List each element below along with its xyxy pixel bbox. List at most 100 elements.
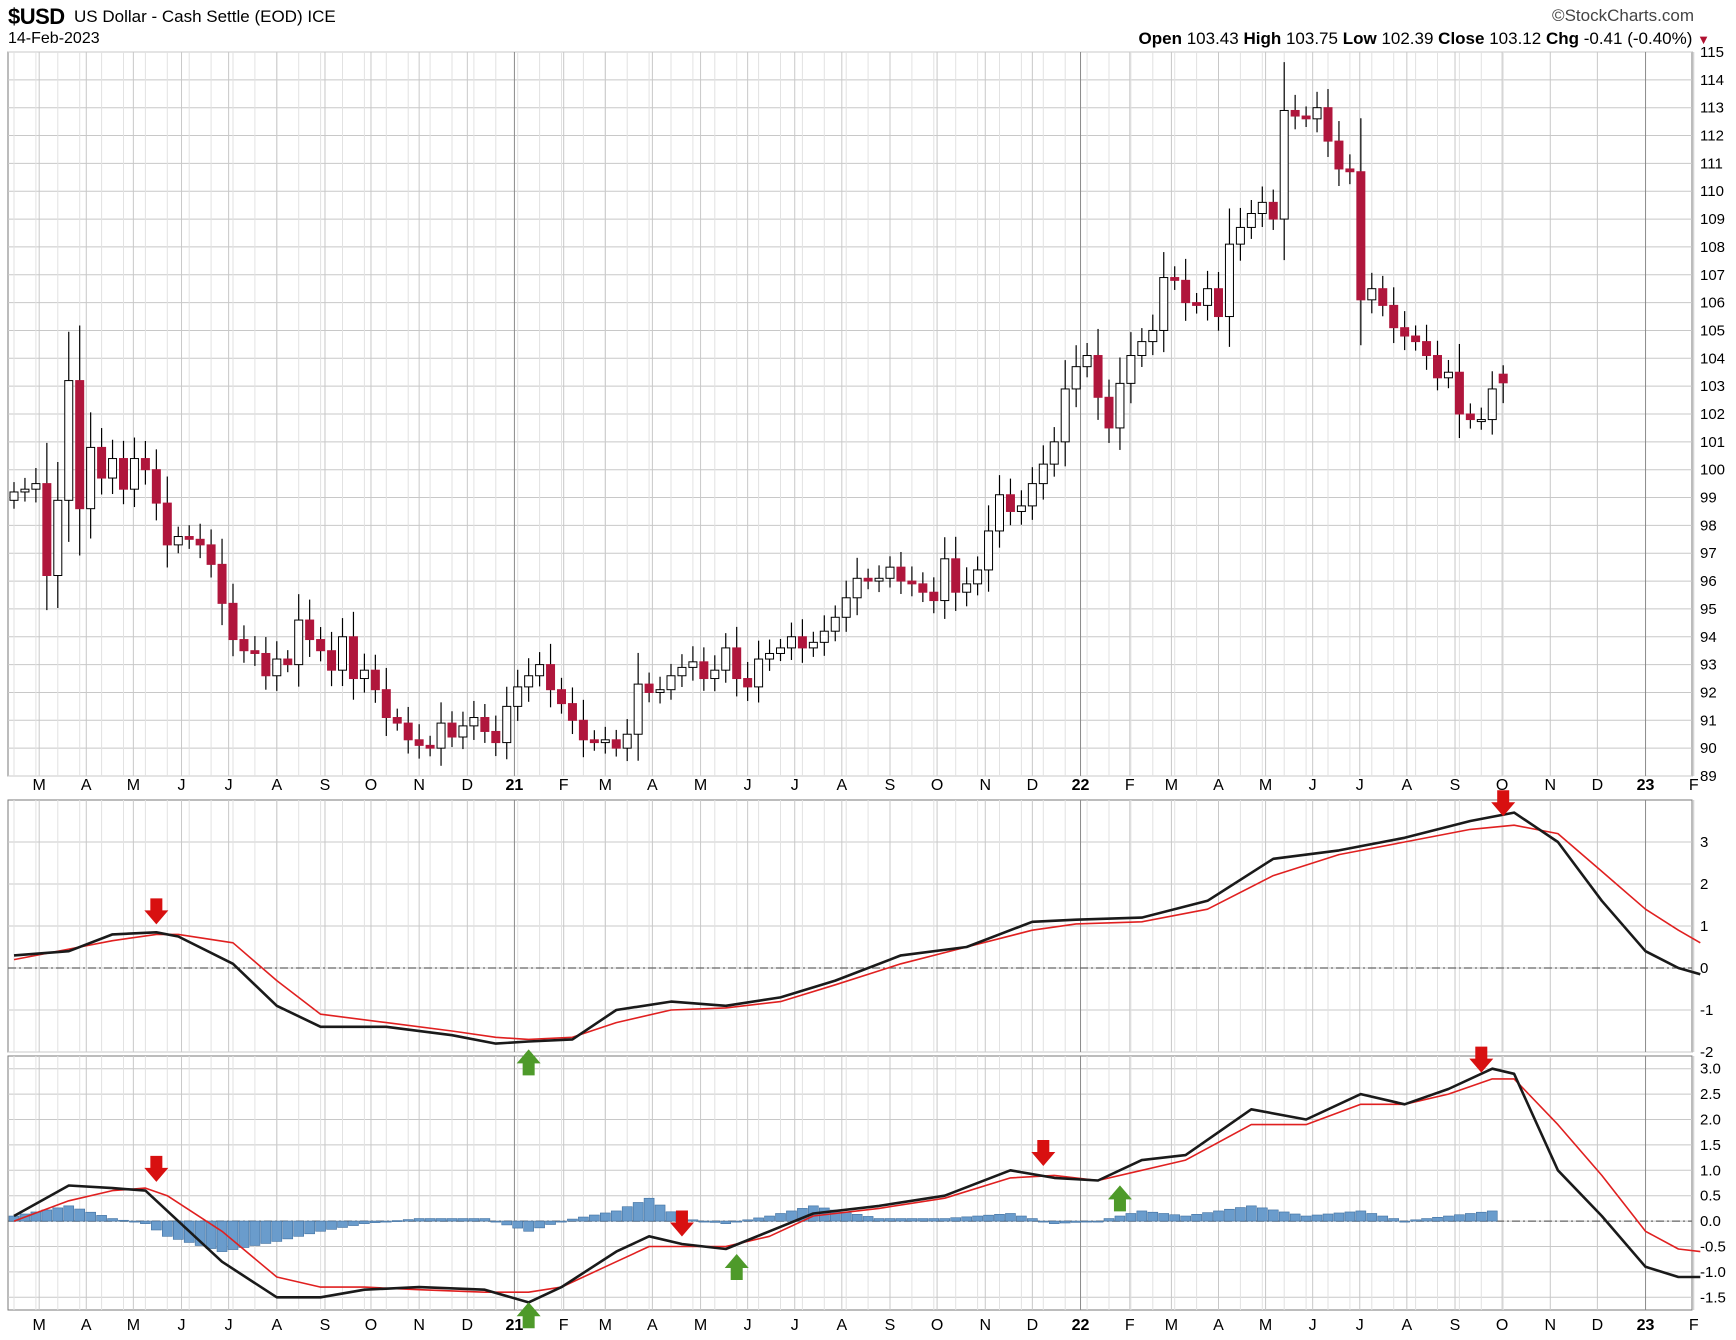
y-tick-label: 93: [1700, 657, 1717, 674]
histogram-bar: [1388, 1218, 1399, 1222]
x-tick-label: S: [1450, 777, 1461, 794]
y-tick-label: 94: [1700, 629, 1717, 646]
candle: [250, 636, 260, 666]
candle-body: [1301, 115, 1311, 120]
histogram-bar: [293, 1220, 305, 1237]
x-tick-label: F: [559, 777, 569, 794]
y-tick-label: 105: [1700, 322, 1725, 339]
histogram-bar: [556, 1220, 567, 1223]
candle: [1312, 91, 1322, 133]
histogram-bar: [1081, 1220, 1093, 1223]
histogram-bar: [96, 1215, 107, 1222]
sell-arrow-icon: [1491, 790, 1516, 817]
candle: [338, 618, 347, 687]
buy-arrow-icon: [1107, 1185, 1132, 1212]
candle-body: [688, 661, 698, 668]
candle: [557, 677, 566, 714]
x-tick-label: A: [836, 777, 847, 794]
histogram-bar: [1147, 1211, 1159, 1222]
high-label: High: [1243, 29, 1282, 48]
candle: [1060, 360, 1070, 467]
x-tick-label: J: [791, 1317, 799, 1334]
histogram-bar: [1355, 1210, 1367, 1222]
x-tick-label: J: [225, 777, 233, 794]
y-tick-label: 0.5: [1700, 1188, 1721, 1205]
candle-body: [546, 664, 556, 691]
candle: [1082, 342, 1092, 378]
candle: [20, 477, 30, 502]
candle-body: [786, 636, 796, 649]
candle: [524, 658, 534, 702]
x-tick-label: F: [1125, 777, 1135, 794]
histogram-bar: [348, 1220, 359, 1226]
brand-link[interactable]: ©StockCharts.com: [1552, 6, 1694, 25]
candle: [316, 627, 326, 662]
candle-body: [1060, 388, 1070, 443]
histogram-bar: [950, 1217, 962, 1222]
candle: [403, 706, 413, 754]
y-tick-label: -1.5: [1700, 1289, 1726, 1306]
candle: [776, 638, 785, 662]
candle-body: [633, 683, 643, 735]
x-tick-label: F: [1689, 777, 1699, 794]
histogram-bar: [1048, 1220, 1060, 1224]
candle: [1170, 266, 1180, 290]
candle: [611, 729, 621, 757]
histogram-bar: [928, 1218, 940, 1222]
y-tick-label: 112: [1700, 128, 1724, 145]
histogram-bar: [205, 1220, 217, 1249]
x-tick-label: 22: [1072, 777, 1090, 794]
x-tick-label: M: [33, 777, 46, 794]
candle: [1104, 379, 1114, 443]
candle: [108, 439, 118, 495]
candle: [1049, 427, 1059, 477]
candle: [1279, 62, 1289, 261]
candle-body: [348, 636, 358, 680]
sell-arrow-icon: [1031, 1140, 1056, 1167]
candle: [973, 556, 983, 596]
candle-body: [1378, 288, 1388, 306]
signal-line: [13, 1078, 1701, 1293]
candle: [863, 568, 873, 590]
candle: [1192, 293, 1202, 314]
histogram-bar: [74, 1208, 85, 1222]
y-tick-label: 92: [1700, 684, 1717, 701]
candle-body: [721, 647, 731, 671]
candle: [1301, 106, 1311, 127]
candle-body: [797, 636, 807, 649]
candle-body: [1159, 277, 1169, 331]
y-tick-label: 109: [1700, 211, 1725, 228]
candle-body: [119, 458, 128, 490]
x-tick-label: A: [271, 777, 282, 794]
candle: [491, 715, 501, 757]
y-tick-label: 1: [1700, 918, 1708, 935]
y-tick-label: 115: [1700, 44, 1724, 61]
y-tick-label: 100: [1700, 462, 1725, 479]
candle: [677, 654, 687, 687]
y-tick-label: 101: [1700, 434, 1725, 451]
candle: [414, 724, 424, 759]
low-value: 102.39: [1381, 29, 1434, 48]
candle-body: [42, 483, 52, 577]
candle: [392, 708, 402, 731]
histogram-bar: [775, 1213, 786, 1222]
y-tick-label: 106: [1700, 295, 1725, 312]
x-tick-label: M: [1165, 777, 1178, 794]
chg-label: Chg: [1545, 29, 1579, 48]
candle: [1378, 275, 1388, 317]
x-tick-label: O: [365, 777, 377, 794]
y-tick-label: 95: [1700, 601, 1717, 618]
x-tick-label: J: [1309, 1317, 1317, 1334]
candle: [797, 619, 807, 663]
candle-body: [1389, 304, 1399, 329]
histogram-bar: [1267, 1209, 1279, 1222]
histogram-bar: [326, 1220, 337, 1230]
y-tick-label: 1.0: [1700, 1162, 1721, 1179]
x-tick-label: M: [599, 1317, 612, 1334]
histogram-bar: [610, 1210, 622, 1222]
x-tick-label: J: [744, 1317, 752, 1334]
candle-body: [458, 725, 468, 738]
candle-body: [305, 619, 315, 641]
histogram-bar: [1059, 1220, 1071, 1224]
histogram-bar: [578, 1216, 589, 1222]
